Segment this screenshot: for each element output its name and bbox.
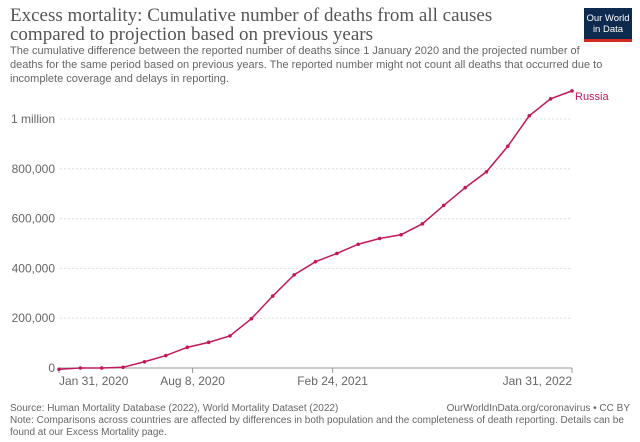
data-point bbox=[313, 259, 318, 264]
data-point bbox=[206, 340, 211, 345]
data-point bbox=[228, 334, 232, 338]
x-tick-label: Aug 8, 2020 bbox=[160, 374, 225, 388]
data-point bbox=[292, 273, 296, 277]
data-point bbox=[78, 366, 83, 370]
x-tick-label: Jan 31, 2022 bbox=[503, 374, 573, 388]
data-point bbox=[57, 367, 61, 372]
data-point bbox=[484, 169, 489, 174]
data-point bbox=[399, 232, 403, 237]
note-text: Note: Comparisons across countries are a… bbox=[10, 415, 624, 438]
data-point bbox=[185, 345, 190, 350]
y-tick-label: 800,000 bbox=[12, 162, 56, 176]
y-tick-label: 1 million bbox=[11, 112, 55, 126]
y-tick-label: 600,000 bbox=[12, 212, 56, 226]
y-tick-label: 400,000 bbox=[12, 261, 56, 275]
series-label-russia: Russia bbox=[575, 91, 610, 103]
data-point bbox=[142, 359, 147, 364]
y-tick-label: 0 bbox=[48, 361, 55, 375]
x-tick-label: Jan 31, 2020 bbox=[59, 374, 129, 388]
footer: Source: Human Mortality Database (2022),… bbox=[10, 403, 630, 439]
source-text: Source: Human Mortality Database (2022),… bbox=[10, 403, 339, 414]
data-point bbox=[527, 113, 532, 118]
y-tick-label: 200,000 bbox=[12, 311, 56, 325]
data-point bbox=[377, 236, 382, 241]
data-point bbox=[99, 366, 104, 370]
data-point bbox=[249, 316, 254, 321]
data-point bbox=[548, 97, 553, 101]
data-point bbox=[463, 185, 467, 190]
source-link[interactable]: OurWorldInData.org/coronavirus • CC BY bbox=[446, 403, 630, 414]
data-point bbox=[270, 294, 275, 298]
data-point bbox=[441, 203, 446, 208]
data-point bbox=[420, 222, 425, 226]
data-point bbox=[335, 251, 339, 256]
data-point bbox=[506, 144, 510, 148]
data-point bbox=[121, 365, 125, 370]
data-point bbox=[164, 353, 168, 358]
owid-logo[interactable]: Our World in Data bbox=[584, 8, 632, 42]
chart-title: Excess mortality: Cumulative number of d… bbox=[10, 5, 493, 45]
data-point bbox=[570, 89, 574, 93]
x-tick-label: Feb 24, 2021 bbox=[297, 374, 368, 388]
chart-subtitle: The cumulative difference between the re… bbox=[10, 45, 603, 85]
data-point bbox=[356, 242, 361, 247]
series-line-russia bbox=[58, 90, 573, 370]
